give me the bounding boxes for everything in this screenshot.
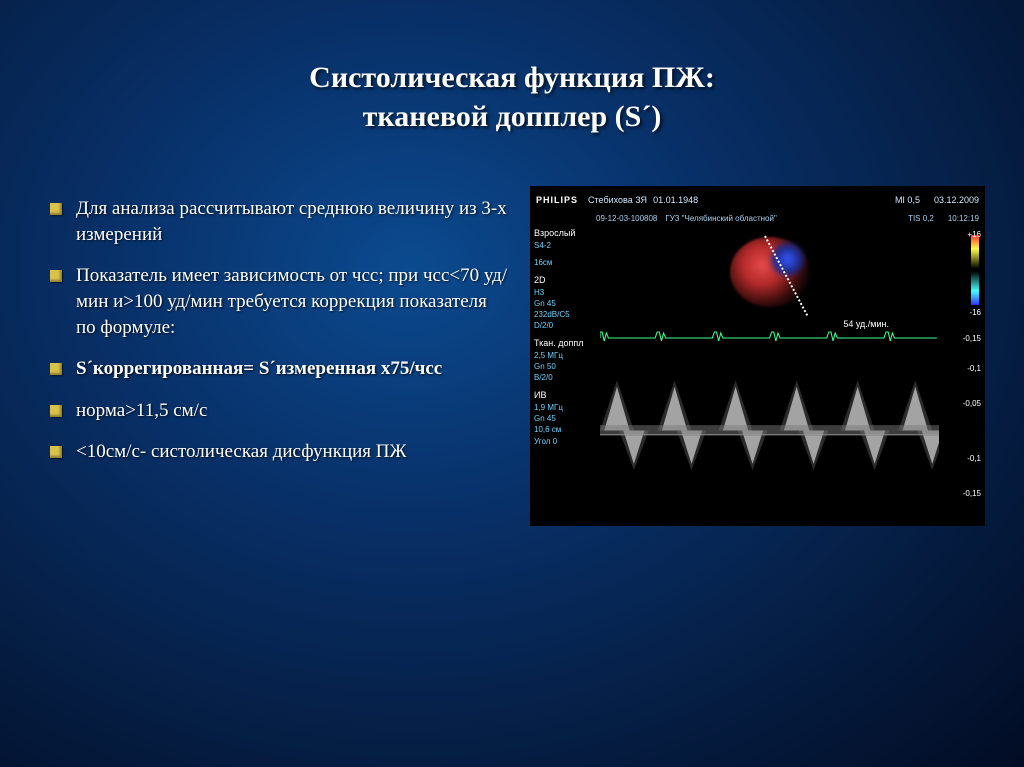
bullet-marker-icon (50, 446, 62, 458)
ultra-2d-gn: Gn 45 (534, 298, 596, 309)
y-scale-label: -0,1 (967, 453, 981, 464)
ultra-2d-h3: H3 (534, 287, 596, 298)
bullet-item: норма>11,5 см/с (50, 398, 510, 424)
ultra-mode: Взрослый (534, 227, 596, 240)
bullet-item: <10см/с- систолическая дисфункция ПЖ (50, 439, 510, 465)
ultra-body: Взрослый S4-2 16см 2D H3 Gn 45 232dB/C5 … (530, 223, 985, 523)
bullet-text: норма>11,5 см/с (76, 398, 207, 424)
bullet-marker-icon (50, 203, 62, 215)
ultra-header: PHILIPS Стебихова ЗЯ 01.01.1948 MI 0,5 0… (530, 186, 985, 214)
ultra-hr: 54 уд./мин. (843, 319, 889, 329)
ultra-tdi-b: B/2/0 (534, 372, 596, 383)
ultra-time: 10:12:19 (948, 214, 979, 223)
ultra-date: 03.12.2009 (934, 195, 979, 205)
ultra-depth: 16см (534, 257, 596, 268)
bullet-marker-icon (50, 405, 62, 417)
ultra-hospital: ГУЗ "Челябинский областной" (665, 214, 776, 223)
bullet-marker-icon (50, 363, 62, 375)
cbar-neg: -16 (969, 307, 981, 318)
ultra-2d-d: D/2/0 (534, 320, 596, 331)
y-scale-label: -0,15 (963, 488, 981, 499)
ultra-patient: Стебихова ЗЯ (588, 195, 647, 205)
content-row: Для анализа рассчитывают среднюю величин… (0, 156, 1024, 526)
ultrasound-screenshot: PHILIPS Стебихова ЗЯ 01.01.1948 MI 0,5 0… (530, 186, 985, 526)
ultra-image-area: 54 уд./мин. (600, 223, 939, 523)
slide-title: Систолическая функция ПЖ: тканевой доппл… (0, 0, 1024, 156)
bullet-item: Для анализа рассчитывают среднюю величин… (50, 196, 510, 247)
ultra-tdi-gn: Gn 50 (534, 361, 596, 372)
title-line-1: Систолическая функция ПЖ: (0, 58, 1024, 97)
bullet-item: Показатель имеет зависимость от чсс; при… (50, 263, 510, 340)
bullet-marker-icon (50, 270, 62, 282)
title-line-2: тканевой допплер (S´) (0, 97, 1024, 136)
ultra-left-panel: Взрослый S4-2 16см 2D H3 Gn 45 232dB/C5 … (530, 223, 600, 523)
bullet-text: S´коррегированная= S´измеренная x75/чсс (76, 356, 442, 382)
doppler-spectrum (600, 351, 939, 517)
y-scale-label: -0,05 (963, 398, 981, 409)
ultra-header-2: 09-12-03-100808 ГУЗ "Челябинский областн… (530, 214, 985, 223)
ecg-trace (600, 329, 939, 341)
ultra-2d-db: 232dB/C5 (534, 309, 596, 320)
ultra-exam-id: 09-12-03-100808 (596, 214, 657, 223)
bullet-text: Для анализа рассчитывают среднюю величин… (76, 196, 510, 247)
ultra-mi: MI 0,5 (895, 195, 920, 205)
ultra-ib-depth: 10,6 см (534, 424, 596, 435)
bullet-text: <10см/с- систолическая дисфункция ПЖ (76, 439, 407, 465)
ultra-ib-angle: Угол 0 (534, 436, 596, 447)
ultra-sector (680, 227, 860, 327)
ultra-tdi-freq: 2,5 МГц (534, 350, 596, 361)
y-scale-label: -0,15 (963, 333, 981, 344)
ultra-probe: S4-2 (534, 240, 596, 251)
bullet-text: Показатель имеет зависимость от чсс; при… (76, 263, 510, 340)
bullet-item: S´коррегированная= S´измеренная x75/чсс (50, 356, 510, 382)
ultra-dob: 01.01.1948 (653, 195, 698, 205)
ultra-ib-label: ИВ (534, 389, 596, 402)
ultra-2d-label: 2D (534, 274, 596, 287)
cbar-pos: +16 (967, 229, 981, 240)
ultra-right-panel: +16 -16 -0,15 -0,1 -0,05 -0,1 -0,15 (939, 223, 985, 523)
bullet-list: Для анализа рассчитывают среднюю величин… (50, 186, 510, 526)
ultra-ib-gn: Gn 45 (534, 413, 596, 424)
ultra-ib-freq: 1,9 МГц (534, 402, 596, 413)
ultra-tdi-label: Ткан. доппл (534, 337, 596, 350)
color-bar (971, 235, 979, 305)
ultra-tis: TIS 0,2 (908, 214, 934, 223)
ultra-brand: PHILIPS (536, 195, 578, 205)
y-scale-label: -0,1 (967, 363, 981, 374)
